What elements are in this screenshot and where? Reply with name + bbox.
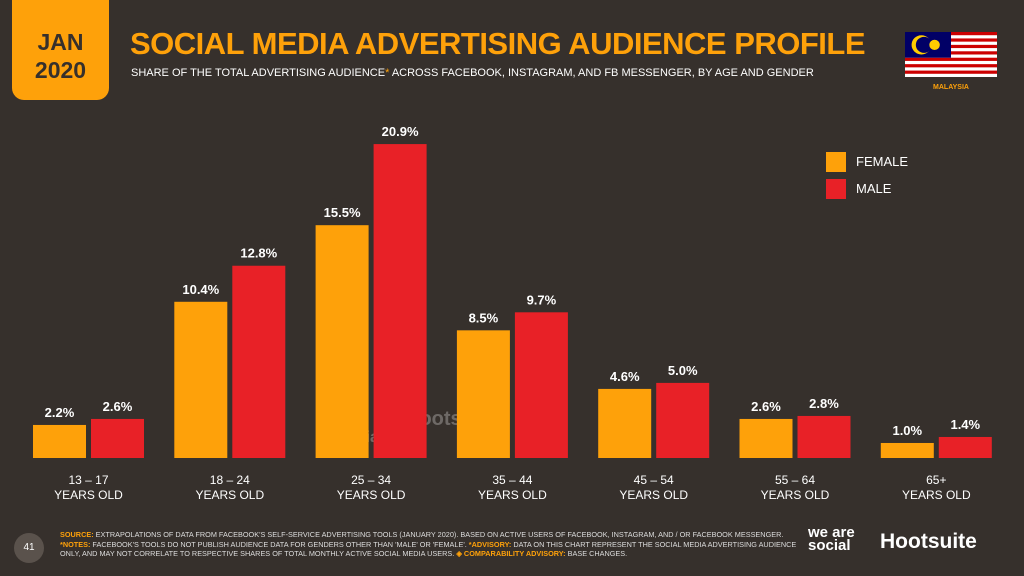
advisory-label: *ADVISORY: [468,539,512,549]
legend-swatch-male [826,178,846,199]
legend: FEMALE MALE [826,148,908,202]
notes-label: *NOTES: [60,539,91,549]
data-label: 2.6% [751,399,781,414]
subtitle-rest: ACROSS FACEBOOK, INSTAGRAM, AND FB MESSE… [389,67,814,79]
data-label: 1.0% [892,423,922,438]
category-label: 25 – 34 [351,473,391,487]
bar-male [514,312,568,458]
legend-male: MALE [826,175,908,202]
comparability-label: ◈ COMPARABILITY ADVISORY: [456,549,566,558]
category-label: 35 – 44 [492,473,532,487]
we-are-social-logo: we are social [808,524,855,554]
category-label: 55 – 64 [775,473,815,487]
bar-female [33,424,86,458]
bar-male [91,418,144,458]
data-label: 15.5% [324,205,361,220]
category-label: YEARS OLD [478,488,547,502]
malaysia-flag-icon [905,32,997,77]
data-label: 12.8% [240,246,277,261]
page-number: 41 [14,533,44,563]
date-badge: JAN 2020 [12,0,109,100]
category-label: 45 – 54 [634,473,674,487]
date-month: JAN [37,29,84,55]
data-label: 9.7% [527,292,557,307]
data-label: 10.4% [182,282,219,297]
bar-female [598,388,652,458]
category-label: YEARS OLD [902,488,971,502]
bar-female [880,442,934,458]
data-label: 2.2% [45,405,75,420]
advisory-text: DATA ON THIS CHART REPRESENT THE SOCIAL … [60,539,797,559]
data-label: 4.6% [610,369,640,384]
source-text: EXTRAPOLATIONS OF DATA FROM FACEBOOK'S S… [93,530,784,539]
bar-female [315,225,369,458]
notes-text: FACEBOOK'S TOOLS DO NOT PUBLISH AUDIENCE… [90,539,469,549]
category-label: 13 – 17 [68,473,108,487]
bar-male [232,265,286,458]
subtitle-asterisk: * [385,67,390,79]
category-label: YEARS OLD [619,488,688,502]
bar-male [656,382,710,458]
data-label: 8.5% [469,310,499,325]
legend-female: FEMALE [826,148,908,175]
hootsuite-logo: Hootsuite [880,530,977,553]
bar-female [456,330,510,458]
page-title: SOCIAL MEDIA ADVERTISING AUDIENCE PROFIL… [130,26,866,61]
category-label: YEARS OLD [337,488,406,502]
comparability-text: BASE CHANGES. [565,549,628,558]
source-label: SOURCE: [60,530,94,539]
legend-swatch-female [826,151,846,172]
footer-notes: SOURCE: EXTRAPOLATIONS OF DATA FROM FACE… [60,530,800,559]
category-label: YEARS OLD [54,488,123,502]
legend-label-female: FEMALE [856,154,909,169]
data-label: 2.6% [103,399,133,414]
legend-label-male: MALE [856,181,892,196]
subtitle-text: SHARE OF THE TOTAL ADVERTISING AUDIENCE [131,67,386,79]
category-label: YEARS OLD [761,488,830,502]
data-label: 5.0% [668,363,698,378]
bar-male [797,415,851,458]
category-label: 18 – 24 [210,473,250,487]
bar-male [938,436,992,458]
bar-male [373,144,427,458]
category-label: YEARS OLD [195,488,264,502]
country-label: MALAYSIA [933,84,969,91]
category-label: 65+ [926,473,946,487]
bar-female [174,301,228,458]
bar-female [739,418,793,458]
subtitle: SHARE OF THE TOTAL ADVERTISING AUDIENCE*… [131,67,814,79]
data-label: 2.8% [809,396,839,411]
date-year: 2020 [34,57,87,83]
data-label: 1.4% [950,417,980,432]
data-label: 20.9% [382,124,419,139]
